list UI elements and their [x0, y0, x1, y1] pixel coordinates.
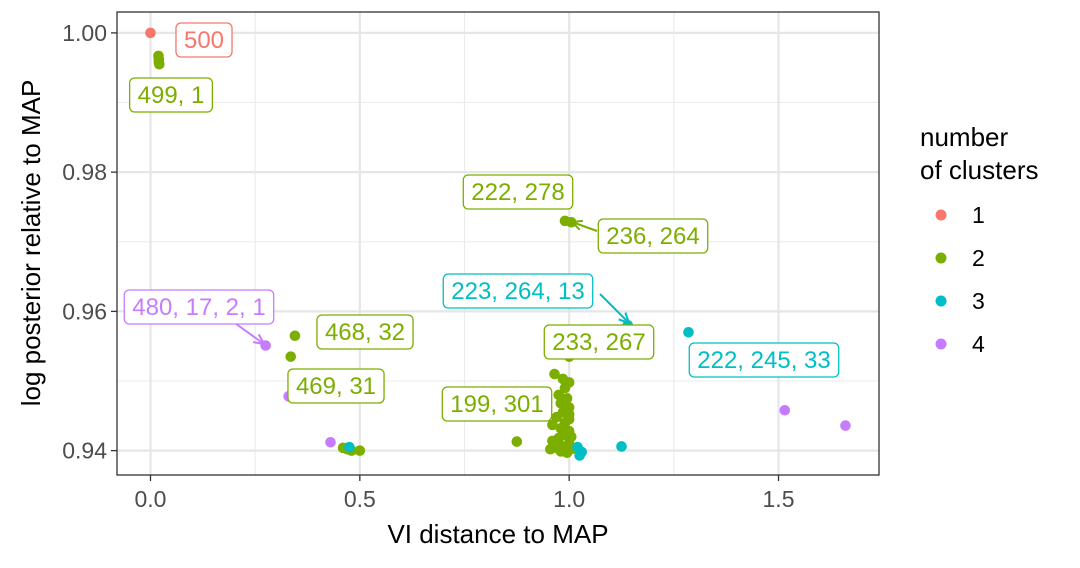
annotation-label: 469, 31 — [287, 368, 385, 404]
data-point-cluster-3 — [574, 450, 585, 461]
annotation-text: 199, 301 — [450, 391, 543, 418]
data-point-cluster-2 — [559, 396, 571, 408]
data-point-cluster-2 — [565, 431, 577, 443]
annotation-text: 233, 267 — [552, 329, 645, 356]
data-point-cluster-2 — [285, 351, 297, 362]
annotation-layer: 500 499, 1 222, 278 236, 264 223, 264, 13 480… — [123, 22, 840, 422]
annotation-label: 222, 245, 33 — [688, 342, 840, 378]
y-tick-label: 0.98 — [62, 159, 107, 185]
annotation-box — [442, 273, 594, 309]
legend-title-line-2: of clusters — [920, 155, 1039, 185]
y-tick-label: 0.96 — [62, 298, 107, 324]
y-tick-label: 1.00 — [62, 20, 107, 46]
annotation-label: 480, 17, 2, 1 — [123, 289, 275, 346]
legend-keys: 1 2 3 4 — [935, 202, 985, 357]
data-point-cluster-4 — [779, 404, 791, 416]
annotation-label: 500 — [175, 22, 233, 58]
annotation-text: 222, 278 — [471, 179, 564, 206]
x-tick-label: 1.0 — [553, 486, 585, 512]
annotation-label: 199, 301 — [441, 386, 553, 422]
data-point-cluster-2 — [563, 409, 575, 420]
data-point-cluster-2 — [553, 389, 565, 401]
data-point-cluster-2 — [559, 382, 571, 394]
annotation-text: 480, 17, 2, 1 — [132, 294, 265, 321]
annotation-label: 223, 264, 13 — [442, 273, 631, 325]
annotation-box — [175, 22, 233, 58]
y-tick-label: 0.94 — [62, 438, 107, 464]
panel-border — [116, 11, 880, 476]
legend: number of clusters 1 2 3 4 — [920, 122, 1039, 357]
annotation-box — [128, 77, 214, 113]
annotation-arrow — [571, 221, 598, 232]
annotation-box — [316, 314, 414, 350]
data-point-cluster-1 — [145, 27, 156, 39]
x-tick-label: 0.0 — [135, 486, 167, 512]
annotation-box — [287, 368, 385, 404]
annotation-box — [123, 289, 275, 325]
annotation-text: 222, 245, 33 — [697, 347, 830, 374]
y-axis-title: log posterior relative to MAP — [16, 80, 46, 407]
annotation-box — [688, 342, 840, 378]
legend-label-4: 4 — [972, 331, 985, 357]
legend-label-1: 1 — [972, 202, 985, 228]
data-point-cluster-2 — [549, 439, 560, 451]
annotation-box — [597, 218, 709, 254]
annotation-label: 233, 267 — [543, 324, 655, 360]
annotation-label: 236, 264 — [569, 218, 709, 254]
data-point-cluster-2 — [561, 447, 573, 459]
data-point-cluster-2 — [547, 419, 558, 431]
data-point-cluster-2 — [511, 436, 523, 447]
legend-key-2 — [935, 252, 947, 264]
annotation-box — [441, 386, 553, 422]
annotation-text: 468, 32 — [325, 319, 405, 346]
annotation-text: 223, 264, 13 — [451, 278, 584, 305]
data-point-cluster-3 — [683, 326, 694, 338]
x-axis-title: VI distance to MAP — [387, 519, 608, 549]
data-point-cluster-2 — [549, 368, 560, 380]
x-tick-label: 1.5 — [763, 486, 795, 512]
legend-title-line-1: number — [920, 122, 1008, 152]
legend-key-1 — [935, 209, 947, 221]
data-point-cluster-4 — [840, 420, 851, 431]
annotation-label: 222, 278 — [462, 174, 574, 210]
legend-key-4 — [935, 338, 947, 350]
annotation-arrowhead — [569, 219, 584, 231]
annotation-label: 499, 1 — [128, 77, 214, 113]
data-point-cluster-2 — [354, 445, 366, 456]
legend-label-2: 2 — [972, 245, 985, 271]
annotation-text: 500 — [184, 27, 224, 54]
annotation-text: 499, 1 — [138, 82, 205, 109]
data-point-cluster-2 — [289, 330, 301, 342]
annotation-arrowhead — [252, 333, 266, 346]
axis-layer: 0.0 0.5 1.0 1.5 0.94 0.96 0.98 1.00 — [62, 20, 794, 512]
x-tick-label: 0.5 — [344, 486, 376, 512]
legend-key-3 — [935, 295, 947, 307]
annotation-text: 236, 264 — [606, 223, 699, 250]
data-point-cluster-3 — [344, 441, 355, 453]
annotation-box — [462, 174, 574, 210]
annotation-arrow — [599, 293, 630, 324]
annotation-arrow — [231, 320, 265, 345]
grid-layer — [117, 12, 879, 475]
data-point-cluster-3 — [616, 441, 627, 452]
annotation-text: 469, 31 — [296, 373, 376, 400]
data-point-cluster-4 — [325, 436, 336, 448]
annotation-arrowhead — [618, 312, 631, 325]
data-point-cluster-2 — [153, 58, 165, 70]
legend-label-3: 3 — [972, 288, 985, 314]
annotation-box — [543, 324, 655, 360]
annotation-label: 468, 32 — [316, 314, 414, 350]
